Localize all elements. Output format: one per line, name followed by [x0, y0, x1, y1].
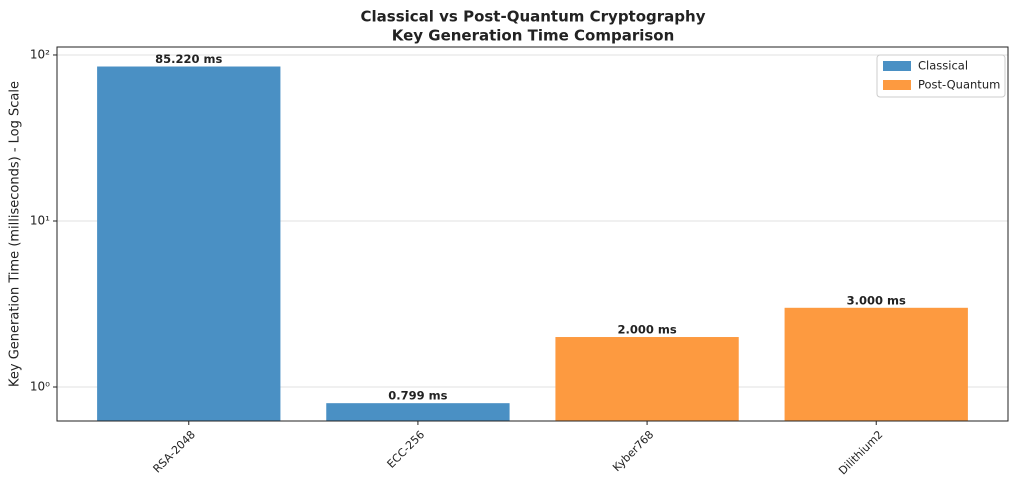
value-label: 3.000 ms [847, 293, 906, 307]
value-label: 85.220 ms [155, 52, 222, 66]
legend-label: Post-Quantum [918, 78, 1000, 92]
value-label: 2.000 ms [617, 323, 676, 337]
x-tick-label: Kyber768 [610, 428, 656, 474]
y-axis-label: Key Generation Time (milliseconds) - Log… [8, 81, 23, 387]
legend-label: Classical [918, 59, 968, 73]
legend-swatch [883, 61, 911, 71]
legend-swatch [883, 80, 911, 90]
plot-frame [56, 46, 1009, 422]
y-tick-label: 10⁰ [30, 379, 50, 393]
bar [555, 337, 739, 421]
y-tick-label: 10² [30, 47, 50, 61]
bar [97, 66, 281, 421]
x-tick-label: Dilithium2 [836, 428, 885, 477]
x-tick-label: RSA-2048 [151, 428, 198, 475]
chart-title: Classical vs Post-Quantum Cryptography [361, 8, 706, 26]
x-tick-label: ECC-256 [385, 428, 428, 471]
value-label: 0.799 ms [388, 389, 447, 403]
bar [326, 403, 510, 421]
bar [784, 307, 968, 421]
y-tick-label: 10¹ [30, 213, 50, 227]
chart-subtitle: Key Generation Time Comparison [392, 27, 675, 45]
